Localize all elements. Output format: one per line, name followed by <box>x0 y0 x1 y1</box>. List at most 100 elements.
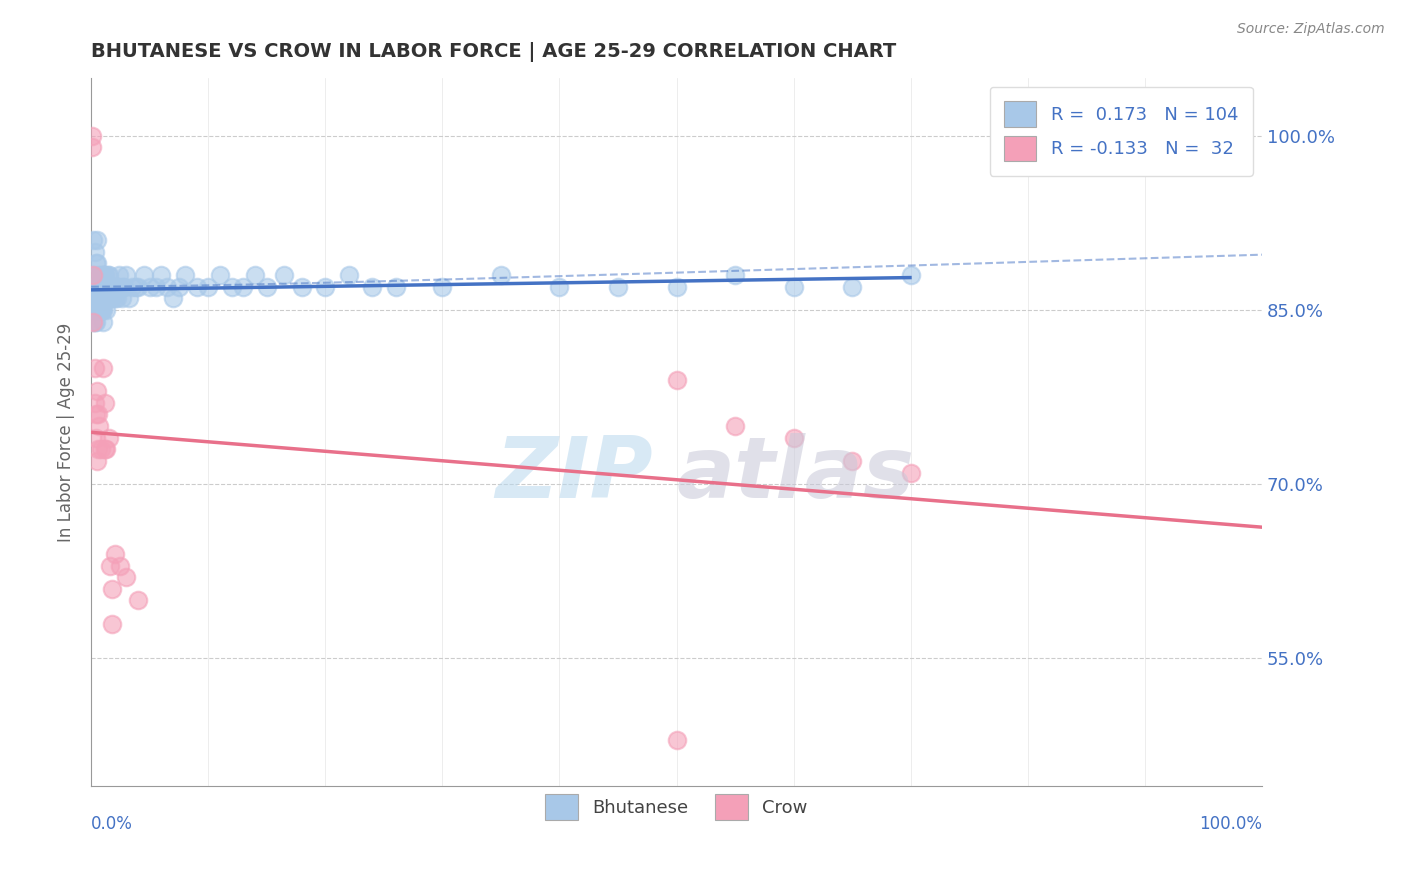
Point <box>84 431 107 445</box>
Point <box>138 279 160 293</box>
Point <box>82 140 104 154</box>
Y-axis label: In Labor Force | Age 25-29: In Labor Force | Age 25-29 <box>58 322 75 541</box>
Point <box>156 279 179 293</box>
Point <box>273 268 295 282</box>
Text: 100.0%: 100.0% <box>1199 815 1263 833</box>
Point <box>86 302 108 317</box>
Text: ZIP: ZIP <box>495 433 654 516</box>
Point <box>337 268 360 282</box>
Point <box>101 291 124 305</box>
Point <box>489 268 512 282</box>
Point <box>900 466 922 480</box>
Point <box>86 454 108 468</box>
Text: atlas: atlas <box>676 433 915 516</box>
Point <box>98 558 121 573</box>
Point <box>97 268 120 282</box>
Point <box>86 384 108 399</box>
Point <box>87 291 110 305</box>
Point <box>208 268 231 282</box>
Point <box>89 302 111 317</box>
Point <box>91 314 114 328</box>
Point <box>90 291 112 305</box>
Point <box>87 268 110 282</box>
Point <box>91 361 114 376</box>
Point <box>150 268 173 282</box>
Point <box>94 396 117 410</box>
Point <box>104 279 127 293</box>
Point <box>665 732 688 747</box>
Point <box>110 291 132 305</box>
Text: 0.0%: 0.0% <box>91 815 134 833</box>
Point <box>108 268 131 282</box>
Point <box>101 582 124 596</box>
Point <box>91 268 114 282</box>
Point <box>89 419 111 434</box>
Point <box>96 302 118 317</box>
Point <box>94 279 117 293</box>
Point <box>145 279 167 293</box>
Point <box>101 279 124 293</box>
Point <box>291 279 314 293</box>
Point <box>607 279 630 293</box>
Point <box>87 302 110 317</box>
Point <box>782 279 804 293</box>
Point <box>91 291 114 305</box>
Point <box>83 279 105 293</box>
Point <box>83 244 105 259</box>
Point <box>83 314 105 328</box>
Point <box>105 291 128 305</box>
Point <box>186 279 208 293</box>
Point <box>96 279 118 293</box>
Point <box>112 279 135 293</box>
Point <box>87 442 110 457</box>
Point <box>96 442 118 457</box>
Point <box>97 291 120 305</box>
Point <box>110 558 132 573</box>
Point <box>100 291 122 305</box>
Point <box>82 268 104 282</box>
Point <box>384 279 406 293</box>
Point <box>97 279 120 293</box>
Point <box>96 291 118 305</box>
Point <box>361 279 384 293</box>
Point <box>82 268 104 282</box>
Point <box>91 279 114 293</box>
Point <box>724 419 747 434</box>
Point <box>84 314 107 328</box>
Point <box>93 268 115 282</box>
Point <box>91 302 114 317</box>
Point <box>84 302 107 317</box>
Point <box>127 279 149 293</box>
Point <box>83 361 105 376</box>
Point <box>82 233 104 247</box>
Point <box>96 291 118 305</box>
Point <box>82 279 104 293</box>
Point <box>83 291 105 305</box>
Point <box>782 431 804 445</box>
Point <box>103 279 125 293</box>
Point <box>173 268 195 282</box>
Point <box>87 408 110 422</box>
Point <box>110 279 132 293</box>
Point <box>105 279 128 293</box>
Point <box>89 291 111 305</box>
Point <box>841 279 863 293</box>
Point <box>83 302 105 317</box>
Point <box>724 268 747 282</box>
Point <box>93 291 115 305</box>
Point <box>89 279 111 293</box>
Text: Source: ZipAtlas.com: Source: ZipAtlas.com <box>1237 22 1385 37</box>
Point <box>121 279 143 293</box>
Point <box>90 279 112 293</box>
Point <box>96 268 118 282</box>
Point <box>94 291 117 305</box>
Point <box>107 279 129 293</box>
Point <box>84 408 107 422</box>
Point <box>93 279 115 293</box>
Point <box>314 279 336 293</box>
Point <box>84 256 107 270</box>
Point <box>548 279 571 293</box>
Point <box>90 302 112 317</box>
Point <box>97 431 120 445</box>
Point <box>432 279 454 293</box>
